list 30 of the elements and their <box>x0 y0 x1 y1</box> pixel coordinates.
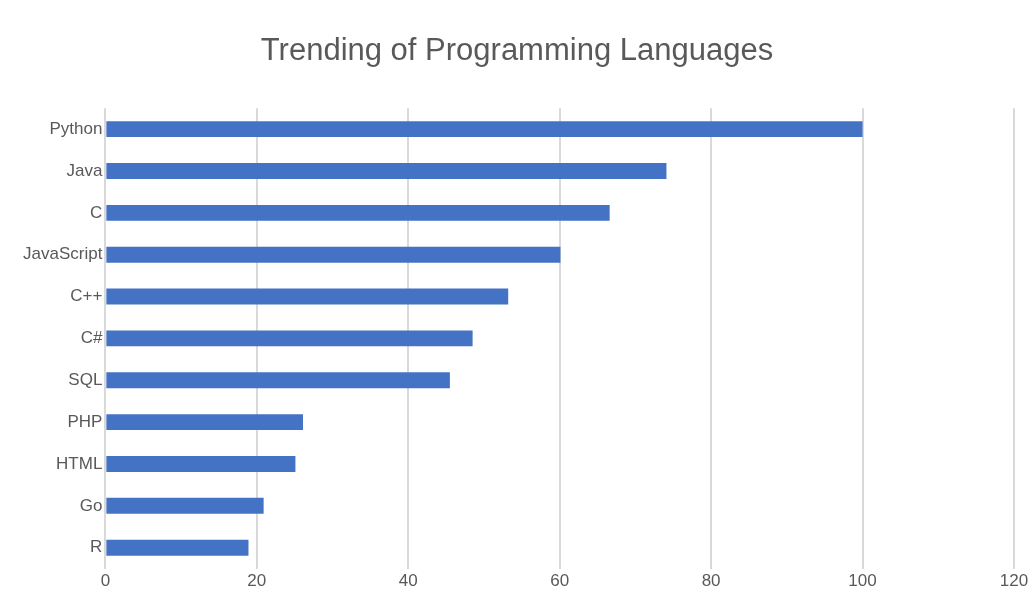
y-tick-label: Go <box>79 495 103 515</box>
x-tick-label: 40 <box>398 571 418 591</box>
bar <box>106 330 473 347</box>
bar <box>106 163 667 179</box>
bar <box>106 246 561 263</box>
x-tick-label: 120 <box>999 571 1029 591</box>
bar <box>106 456 296 472</box>
bar <box>106 372 450 389</box>
y-tick-label: C++ <box>70 286 103 306</box>
y-tick-label: PHP <box>67 411 103 431</box>
chart-title: Trending of Programming Languages <box>259 32 775 68</box>
bar <box>106 497 264 514</box>
bar <box>106 121 863 138</box>
x-tick-label: 80 <box>701 571 721 591</box>
y-tick-label: Java <box>66 160 103 180</box>
y-tick-label: Python <box>49 118 103 138</box>
y-tick-label: SQL <box>68 369 103 389</box>
bar <box>106 539 249 556</box>
y-tick-label: C <box>90 202 103 222</box>
bar <box>106 288 509 305</box>
bar <box>106 414 303 431</box>
x-tick-label: 60 <box>550 571 570 591</box>
x-tick-label: 100 <box>848 571 877 591</box>
y-tick-label: C# <box>80 328 103 348</box>
x-tick-label: 20 <box>247 571 267 591</box>
x-tick-label: 0 <box>100 571 111 591</box>
y-tick-label: R <box>90 537 103 557</box>
y-tick-label: JavaScript <box>22 244 103 264</box>
y-tick-label: HTML <box>56 453 103 473</box>
bar <box>106 204 610 221</box>
